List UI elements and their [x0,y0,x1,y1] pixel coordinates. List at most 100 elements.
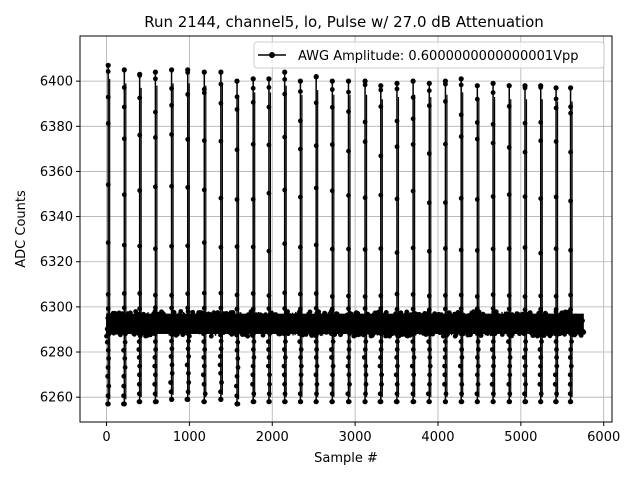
pulse-point [443,293,448,298]
pulse-point [235,356,241,361]
pulse-point [328,331,334,337]
pulse-point [251,339,257,344]
pulse-point [346,193,351,198]
pulse-point [538,119,544,125]
pulse-point [217,362,223,368]
pulse-peak-point [201,69,207,75]
pulse-point [282,315,288,321]
pulse-point [186,380,192,385]
pulse-point [298,89,303,94]
pulse-point [378,104,384,109]
pulse-point [567,355,573,360]
pulse-point [266,85,272,90]
pulse-peak-point [522,83,528,89]
pulse-point [330,363,336,369]
pulse-point [298,363,304,369]
pulse-point [459,381,465,387]
pulse-point [121,347,126,353]
pulse-point [490,140,496,146]
pulse-point [378,331,384,337]
pulse-point [490,339,496,344]
chart-title: Run 2144, channel5, lo, Pulse w/ 27.0 dB… [144,13,544,31]
pulse-point [568,347,574,352]
noise-point [404,309,410,315]
pulse-point [568,292,573,298]
pulse-point [105,306,111,311]
pulse-peak-point [378,83,384,89]
y-tick-label: 6340 [40,210,73,225]
y-axis-label: ADC Counts [14,190,29,268]
pulse-point [136,391,142,397]
pulse-point [458,315,464,321]
pulse-point [298,315,303,321]
pulse-point [297,339,303,344]
pulse-point [106,383,112,389]
x-tick-label: 1000 [173,430,206,445]
pulse-point [105,292,111,297]
pulse-point [201,240,207,246]
pulse-point [121,85,127,90]
pulse-peak-point [234,78,240,84]
pulse-point [443,339,448,344]
pulse-point [234,292,240,298]
pulse-point [297,391,303,397]
pulse-point [394,306,400,312]
pulse-point [267,372,272,378]
pulse-point [395,339,400,344]
pulse-point [121,104,127,110]
pulse-point [568,315,573,321]
pulse-point [522,194,528,200]
pulse-point [169,338,174,344]
pulse-point [538,355,544,360]
pulse-point [394,355,399,360]
pulse-point [427,372,432,378]
pulse-trough-point [282,399,288,405]
pulse-point [121,315,127,321]
pulse-point [152,391,158,397]
pulse-point [169,362,175,368]
pulse-point [267,381,272,387]
pulse-trough-point [329,399,335,405]
pulse-point [362,247,368,252]
pulse-point [298,355,303,360]
pulse-point [266,142,272,148]
pulse-point [201,363,207,369]
pulse-trough-point [250,399,256,405]
pulse-peak-point [282,69,288,75]
pulse-point [267,331,272,337]
pulse-point [426,200,432,206]
legend-marker [269,52,275,58]
pulse-point [410,142,416,147]
pulse-point [362,82,368,88]
pulse-point [266,347,271,352]
pulse-point [185,92,191,97]
pulse-point [410,292,416,297]
pulse-point [234,373,240,379]
pulse-point [506,306,512,312]
pulse-trough-point [313,399,319,405]
pulse-point [266,306,272,311]
pulse-point [474,315,480,321]
pulse-point [136,339,142,344]
pulse-point [459,391,464,397]
pulse-point [362,315,368,321]
pulse-point [185,185,191,190]
pulse-point [553,194,559,200]
pulse-point [378,315,384,321]
pulse-point [506,315,512,321]
pulse-peak-point [266,76,272,82]
pulse-point [538,331,543,337]
pulse-point [443,391,449,397]
pulse-point [329,246,335,252]
pulse-point [313,242,319,248]
pulse-point [426,88,432,94]
pulse-point [552,331,558,337]
pulse-point [201,187,207,193]
pulse-point [105,121,111,126]
pulse-peak-point [297,78,303,84]
pulse-point [475,381,481,387]
pulse-point [474,96,480,102]
pulse-point [539,339,544,344]
pulse-point [410,347,416,352]
pulse-point [105,393,111,399]
